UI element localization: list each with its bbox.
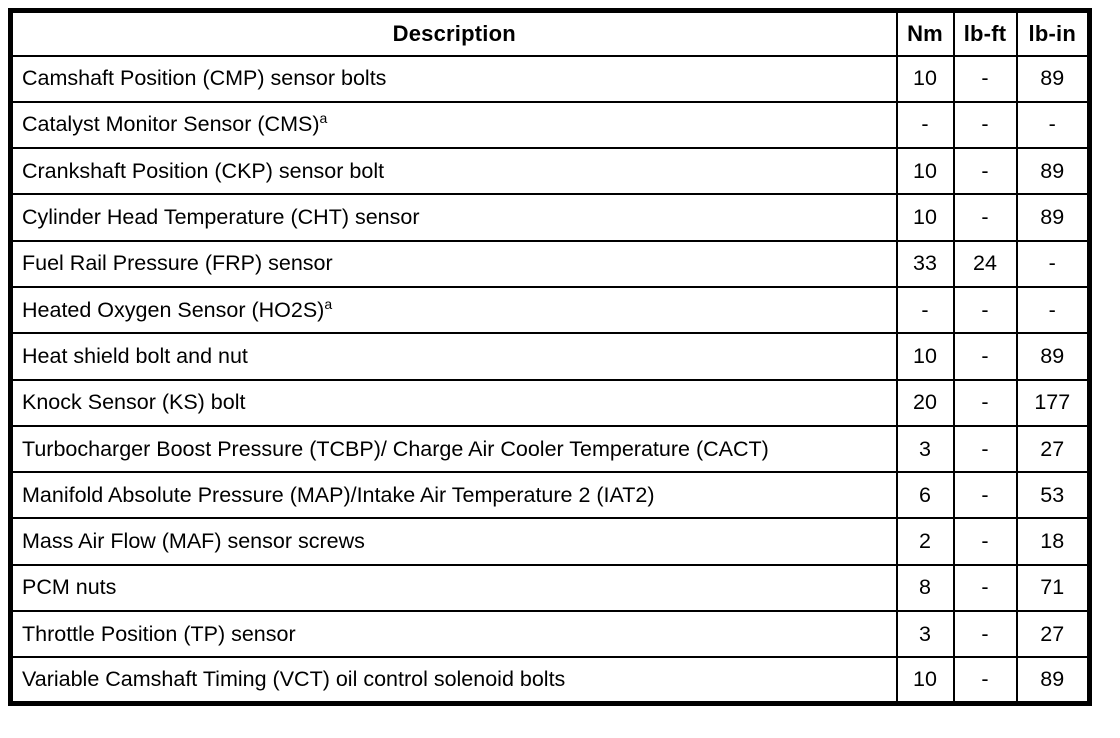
description-cell: Camshaft Position (CMP) sensor bolts (9, 54, 898, 103)
table-row: Variable Camshaft Timing (VCT) oil contr… (9, 656, 1091, 705)
table-row: Knock Sensor (KS) bolt 20 - 177 (9, 378, 1091, 427)
nm-value-cell: 10 (895, 54, 955, 103)
lb-in-value-cell: 177 (1015, 378, 1091, 427)
header-lb-ft: lb-ft (952, 9, 1018, 57)
table-row: PCM nuts 8 - 71 (9, 563, 1091, 613)
description-text: Manifold Absolute Pressure (MAP)/Intake … (22, 482, 655, 507)
description-cell: Cylinder Head Temperature (CHT) sensor (9, 193, 898, 242)
description-cell: Turbocharger Boost Pressure (TCBP)/ Char… (9, 424, 898, 474)
lb-in-value-cell: 71 (1015, 563, 1091, 613)
nm-value-cell: 2 (895, 517, 955, 566)
lb-in-value-cell: 53 (1015, 471, 1091, 520)
lb-ft-value-cell: - (952, 378, 1018, 427)
table-row: Mass Air Flow (MAF) sensor screws 2 - 18 (9, 517, 1091, 566)
description-cell: Heat shield bolt and nut (9, 332, 898, 381)
nm-value-cell: 3 (895, 610, 955, 659)
lb-ft-value-cell: - (952, 424, 1018, 474)
torque-spec-table: Description Nm lb-ft lb-in Camshaft Posi… (8, 8, 1092, 707)
description-text: Turbocharger Boost Pressure (TCBP)/ Char… (22, 436, 769, 461)
description-text: Heated Oxygen Sensor (HO2S) (22, 297, 325, 322)
lb-ft-value-cell: 24 (952, 239, 1018, 288)
table-row: Fuel Rail Pressure (FRP) sensor 33 24 - (9, 239, 1091, 288)
table-row: Heat shield bolt and nut 10 - 89 (9, 332, 1091, 381)
header-lb-in: lb-in (1015, 9, 1091, 57)
nm-value-cell: 8 (895, 563, 955, 613)
header-nm: Nm (895, 9, 955, 57)
nm-value-cell: 10 (895, 147, 955, 196)
description-text: Crankshaft Position (CKP) sensor bolt (22, 158, 385, 183)
description-cell: Knock Sensor (KS) bolt (9, 378, 898, 427)
description-cell: Throttle Position (TP) sensor (9, 610, 898, 659)
description-cell: Mass Air Flow (MAF) sensor screws (9, 517, 898, 566)
description-text: Cylinder Head Temperature (CHT) sensor (22, 205, 420, 230)
table-body: Camshaft Position (CMP) sensor bolts 10 … (9, 54, 1091, 705)
lb-ft-value-cell: - (952, 332, 1018, 381)
description-text: Fuel Rail Pressure (FRP) sensor (22, 251, 333, 276)
table-row: Catalyst Monitor Sensor (CMS)a - - - (9, 100, 1091, 150)
nm-value-cell: 10 (895, 332, 955, 381)
description-text: Knock Sensor (KS) bolt (22, 390, 246, 415)
description-text: Throttle Position (TP) sensor (22, 621, 296, 646)
table-row: Crankshaft Position (CKP) sensor bolt 10… (9, 147, 1091, 196)
lb-in-value-cell: 89 (1015, 193, 1091, 242)
lb-ft-value-cell: - (952, 471, 1018, 520)
lb-ft-value-cell: - (952, 656, 1018, 705)
description-text: Camshaft Position (CMP) sensor bolts (22, 66, 387, 91)
description-text: Variable Camshaft Timing (VCT) oil contr… (22, 667, 566, 692)
nm-value-cell: 20 (895, 378, 955, 427)
description-cell: Manifold Absolute Pressure (MAP)/Intake … (9, 471, 898, 520)
description-text: PCM nuts (22, 575, 117, 600)
lb-in-value-cell: 89 (1015, 54, 1091, 103)
table-row: Cylinder Head Temperature (CHT) sensor 1… (9, 193, 1091, 242)
lb-in-value-cell: - (1015, 239, 1091, 288)
header-row: Description Nm lb-ft lb-in (9, 9, 1091, 57)
lb-ft-value-cell: - (952, 193, 1018, 242)
description-cell: Catalyst Monitor Sensor (CMS)a (9, 100, 898, 150)
nm-value-cell: 10 (895, 656, 955, 705)
description-cell: PCM nuts (9, 563, 898, 613)
lb-in-value-cell: 89 (1015, 147, 1091, 196)
nm-value-cell: 33 (895, 239, 955, 288)
lb-in-value-cell: 27 (1015, 610, 1091, 659)
lb-ft-value-cell: - (952, 563, 1018, 613)
nm-value-cell: 10 (895, 193, 955, 242)
description-cell: Variable Camshaft Timing (VCT) oil contr… (9, 656, 898, 705)
description-text: Mass Air Flow (MAF) sensor screws (22, 529, 365, 554)
nm-value-cell: 3 (895, 424, 955, 474)
lb-ft-value-cell: - (952, 285, 1018, 335)
lb-in-value-cell: 18 (1015, 517, 1091, 566)
table-row: Heated Oxygen Sensor (HO2S)a - - - (9, 285, 1091, 335)
lb-in-value-cell: - (1015, 100, 1091, 150)
lb-ft-value-cell: - (952, 100, 1018, 150)
table-row: Turbocharger Boost Pressure (TCBP)/ Char… (9, 424, 1091, 474)
header-description: Description (9, 9, 898, 57)
description-text: Catalyst Monitor Sensor (CMS) (22, 112, 320, 137)
description-cell: Fuel Rail Pressure (FRP) sensor (9, 239, 898, 288)
lb-in-value-cell: 89 (1015, 332, 1091, 381)
nm-value-cell: 6 (895, 471, 955, 520)
table-row: Camshaft Position (CMP) sensor bolts 10 … (9, 54, 1091, 103)
lb-ft-value-cell: - (952, 54, 1018, 103)
footnote-marker: a (324, 295, 333, 312)
document-page: Description Nm lb-ft lb-in Camshaft Posi… (0, 8, 1120, 738)
description-text: Heat shield bolt and nut (22, 343, 248, 368)
lb-in-value-cell: 27 (1015, 424, 1091, 474)
table-row: Manifold Absolute Pressure (MAP)/Intake … (9, 471, 1091, 520)
nm-value-cell: - (895, 100, 955, 150)
nm-value-cell: - (895, 285, 955, 335)
description-cell: Heated Oxygen Sensor (HO2S)a (9, 285, 898, 335)
lb-in-value-cell: 89 (1015, 656, 1091, 705)
lb-ft-value-cell: - (952, 147, 1018, 196)
table-row: Throttle Position (TP) sensor 3 - 27 (9, 610, 1091, 659)
lb-in-value-cell: - (1015, 285, 1091, 335)
lb-ft-value-cell: - (952, 610, 1018, 659)
lb-ft-value-cell: - (952, 517, 1018, 566)
footnote-marker: a (319, 110, 328, 127)
description-cell: Crankshaft Position (CKP) sensor bolt (9, 147, 898, 196)
